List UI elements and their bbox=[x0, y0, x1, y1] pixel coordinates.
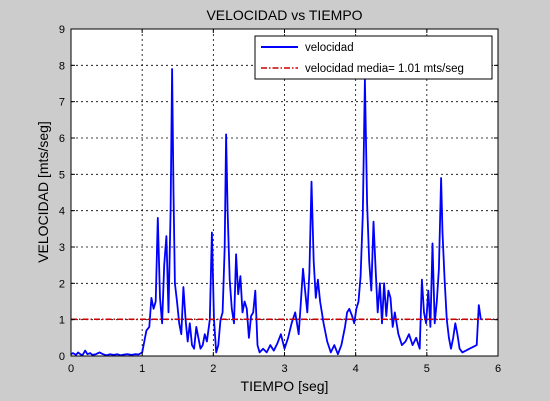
y-tick-label: 9 bbox=[59, 24, 65, 36]
x-tick-label: 6 bbox=[495, 363, 501, 375]
x-tick-label: 1 bbox=[139, 363, 145, 375]
axis-ticks bbox=[70, 28, 499, 357]
y-tick-label: 1 bbox=[59, 315, 65, 327]
legend-label-velocidad: velocidad bbox=[305, 42, 354, 54]
legend-label-velocidad-media: velocidad media= 1.01 mts/seg bbox=[305, 63, 464, 75]
chart-title: VELOCIDAD vs TIEMPO bbox=[206, 7, 362, 23]
legend-box bbox=[254, 35, 493, 80]
series-line-velocidad bbox=[70, 68, 482, 357]
y-tick-label: 8 bbox=[59, 60, 65, 72]
y-tick-label: 4 bbox=[59, 206, 65, 218]
y-tick-label: 6 bbox=[59, 133, 65, 145]
y-tick-label: 3 bbox=[59, 242, 65, 254]
x-axis-label: TIEMPO [seg] bbox=[241, 378, 329, 394]
x-tick-label: 4 bbox=[353, 363, 359, 375]
y-tick-label: 0 bbox=[59, 351, 65, 363]
x-tick-label: 2 bbox=[210, 363, 216, 375]
legend: velocidad velocidad media= 1.01 mts/seg bbox=[254, 35, 493, 80]
y-axis-label: VELOCIDAD [mts/seg] bbox=[35, 121, 51, 263]
y-tick-labels: 0 1 2 3 4 5 6 7 8 9 bbox=[59, 24, 65, 363]
series-layer bbox=[70, 68, 498, 357]
y-tick-label: 7 bbox=[59, 97, 65, 109]
x-tick-label: 3 bbox=[281, 363, 287, 375]
x-tick-labels: 0 1 2 3 4 5 6 bbox=[68, 363, 501, 375]
y-tick-label: 2 bbox=[59, 278, 65, 290]
y-tick-label: 5 bbox=[59, 169, 65, 181]
x-tick-label: 0 bbox=[68, 363, 74, 375]
x-tick-label: 5 bbox=[424, 363, 430, 375]
